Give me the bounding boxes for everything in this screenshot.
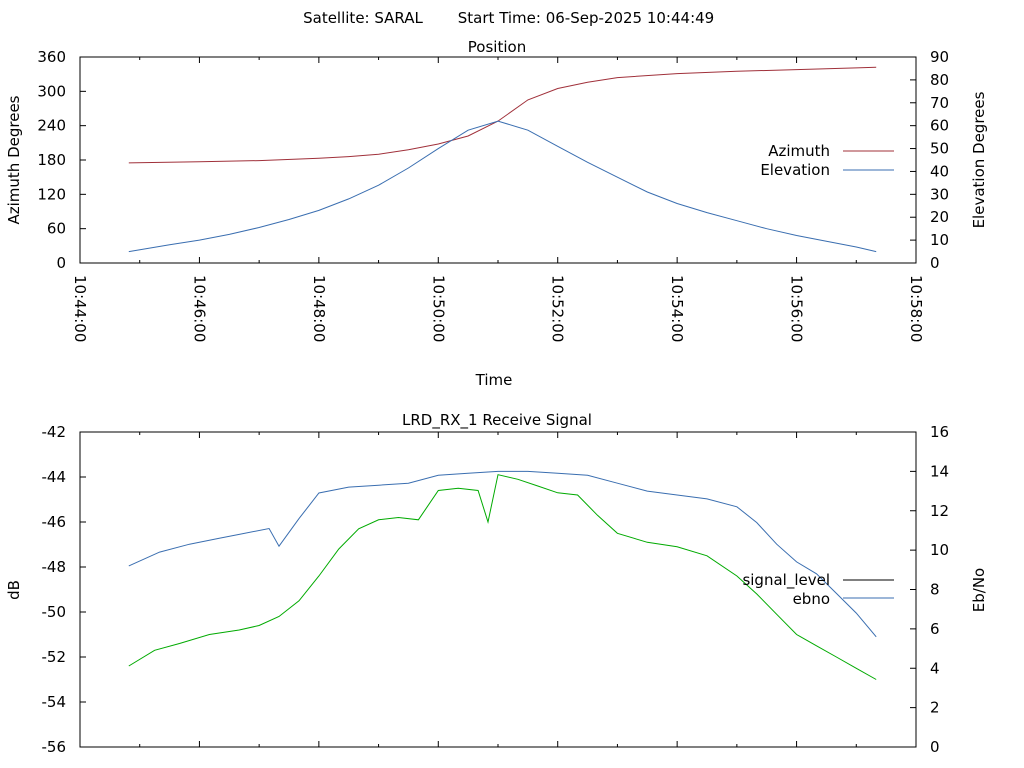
position-x-tick-label: 10:52:00	[549, 275, 567, 342]
signal-y-axis-label: dB	[5, 580, 23, 600]
position-x-tick-label: 10:56:00	[788, 275, 806, 342]
position-x-tick-label: 10:54:00	[668, 275, 686, 342]
position-series-elevation-line	[128, 120, 877, 253]
position-y2-axis-label: Elevation Degrees	[970, 91, 988, 228]
position-y-tick-label: 0	[56, 254, 66, 272]
position-chart-title: Position	[468, 38, 526, 56]
signal-y-tick-label: -46	[42, 513, 67, 531]
position-y-tick-label: 60	[47, 220, 66, 238]
position-x-tick-label: 10:44:00	[71, 275, 89, 342]
position-x-tick-label: 10:50:00	[429, 275, 447, 342]
signal-y-tick-label: -44	[42, 468, 67, 486]
position-plot-frame	[79, 56, 917, 264]
signal-y2-tick-label: 8	[930, 581, 940, 599]
satellite-label: Satellite: SARAL	[303, 9, 423, 27]
legend-label-azimuth: Azimuth	[768, 142, 830, 160]
legend-label-signal-level: signal_level	[742, 571, 830, 590]
signal-chart-title: LRD_RX_1 Receive Signal	[402, 411, 592, 430]
position-y-tick-label: 300	[37, 82, 66, 100]
position-y2-tick-label: 60	[930, 117, 949, 135]
position-y2-tick-label: 20	[930, 208, 949, 226]
signal-series-ebno-line	[128, 470, 877, 638]
position-x-tick-label: 10:48:00	[310, 275, 328, 342]
signal-y2-tick-label: 10	[930, 541, 949, 559]
position-chart: Position Azimuth Degrees Elevation Degre…	[5, 38, 988, 389]
signal-legend: signal_level ebno	[742, 571, 894, 608]
signal-y2-tick-label: 14	[930, 462, 949, 480]
signal-plot-frame	[79, 431, 917, 748]
position-y-tick-label: 120	[37, 185, 66, 203]
signal-y2-tick-label: 2	[930, 699, 940, 717]
position-legend: Azimuth Elevation	[760, 142, 894, 179]
position-y2-tick-label: 30	[930, 185, 949, 203]
position-y-tick-label: 180	[37, 151, 66, 169]
signal-y-tick-label: -56	[42, 738, 67, 756]
position-y2-tick-label: 10	[930, 231, 949, 249]
signal-y-tick-label: -48	[42, 558, 67, 576]
legend-label-elevation: Elevation	[760, 161, 830, 179]
position-y-tick-label: 360	[37, 48, 66, 66]
signal-series-signal-level-line	[128, 474, 877, 680]
signal-chart: LRD_RX_1 Receive Signal dB Eb/No -56 -54 -…	[5, 411, 988, 756]
position-series-azimuth-line	[128, 66, 877, 164]
signal-y2-axis-label: Eb/No	[970, 568, 988, 612]
position-y-axis-label: Azimuth Degrees	[5, 95, 23, 224]
position-x-tick-label: 10:46:00	[190, 275, 208, 342]
position-x-axis-label: Time	[475, 371, 513, 389]
signal-y2-tick-label: 0	[930, 738, 940, 756]
position-y2-tick-label: 0	[930, 254, 940, 272]
position-y2-tick-label: 50	[930, 140, 949, 158]
legend-label-ebno: ebno	[793, 590, 830, 608]
start-time-label: Start Time: 06-Sep-2025 10:44:49	[458, 9, 714, 27]
signal-y-tick-label: -54	[42, 693, 67, 711]
position-y2-tick-label: 90	[930, 48, 949, 66]
position-y2-tick-label: 40	[930, 162, 949, 180]
signal-y2-tick-label: 6	[930, 620, 940, 638]
signal-y-tick-label: -52	[42, 648, 67, 666]
signal-y2-tick-label: 12	[930, 502, 949, 520]
position-y2-tick-label: 80	[930, 71, 949, 89]
signal-y2-tick-label: 16	[930, 423, 949, 441]
signal-y2-tick-label: 4	[930, 659, 940, 677]
signal-y-tick-label: -50	[42, 603, 67, 621]
signal-y-tick-label: -42	[42, 423, 67, 441]
position-x-tick-label: 10:58:00	[907, 275, 925, 342]
position-y-tick-label: 240	[37, 117, 66, 135]
position-y2-tick-label: 70	[930, 94, 949, 112]
